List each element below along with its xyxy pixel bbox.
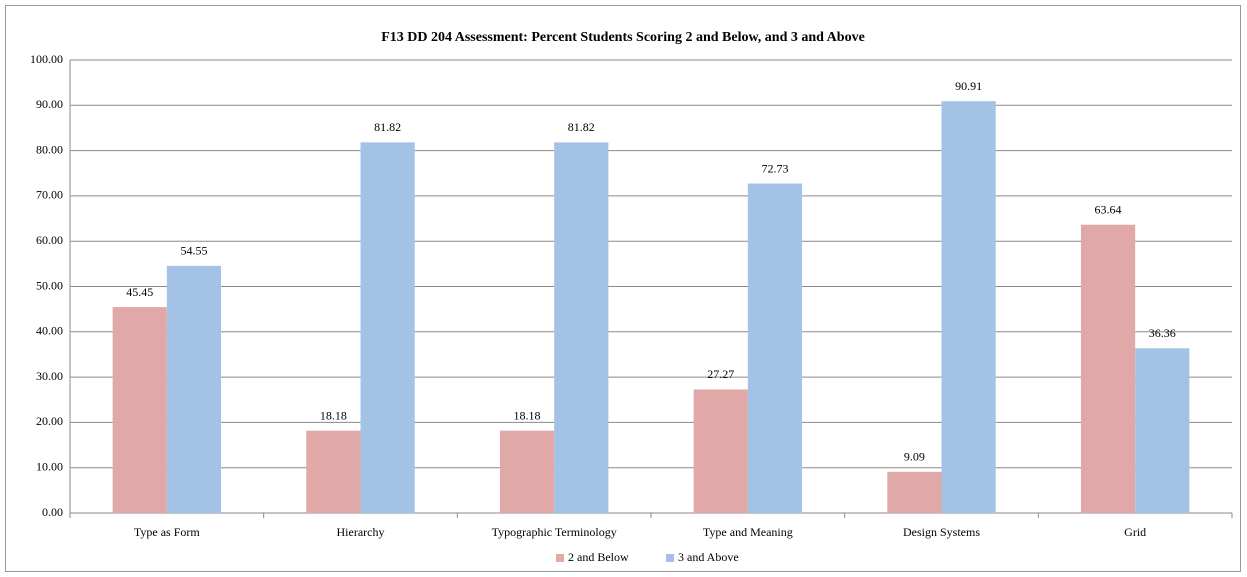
y-tick-label: 10.00 [36, 459, 63, 473]
x-tick-label: Type as Form [134, 525, 200, 539]
bar [166, 265, 222, 513]
data-label: 63.64 [1095, 202, 1122, 216]
bar [499, 430, 555, 513]
data-label: 9.09 [904, 450, 925, 464]
x-tick-label: Design Systems [903, 525, 980, 539]
y-tick-label: 30.00 [36, 369, 63, 383]
data-label: 81.82 [568, 120, 595, 134]
x-tick-label: Grid [1124, 525, 1146, 539]
y-tick-label: 100.00 [30, 52, 63, 66]
y-tick-label: 70.00 [36, 188, 63, 202]
data-label: 72.73 [761, 161, 788, 175]
y-tick-label: 90.00 [36, 97, 63, 111]
bar [747, 183, 803, 514]
bar [306, 430, 361, 513]
data-label: 18.18 [320, 408, 347, 422]
legend-label: 2 and Below [568, 550, 629, 564]
legend-swatch [666, 554, 674, 562]
legend-label: 3 and Above [678, 550, 739, 564]
y-tick-label: 60.00 [36, 233, 63, 247]
data-label: 18.18 [514, 408, 541, 422]
bar [554, 142, 609, 513]
bar [1135, 348, 1190, 513]
data-label: 36.36 [1149, 326, 1176, 340]
bar [693, 389, 748, 513]
bar [112, 307, 167, 513]
bar [887, 471, 942, 513]
data-label: 27.27 [707, 367, 734, 381]
x-tick-label: Typographic Terminology [492, 525, 617, 539]
bar [941, 101, 996, 513]
x-tick-label: Type and Meaning [703, 525, 793, 539]
bar [1080, 224, 1136, 513]
chart-title: F13 DD 204 Assessment: Percent Students … [381, 30, 865, 45]
y-tick-label: 20.00 [36, 414, 63, 428]
y-tick-label: 80.00 [36, 142, 63, 156]
data-label: 45.45 [126, 285, 153, 299]
y-tick-label: 0.00 [42, 505, 63, 519]
legend-swatch [556, 554, 564, 562]
x-tick-label: Hierarchy [337, 525, 385, 539]
y-tick-label: 40.00 [36, 324, 63, 338]
y-tick-label: 50.00 [36, 278, 63, 292]
data-label: 90.91 [955, 79, 982, 93]
data-label: 54.55 [180, 244, 207, 258]
data-label: 81.82 [374, 120, 401, 134]
bar [360, 142, 415, 513]
